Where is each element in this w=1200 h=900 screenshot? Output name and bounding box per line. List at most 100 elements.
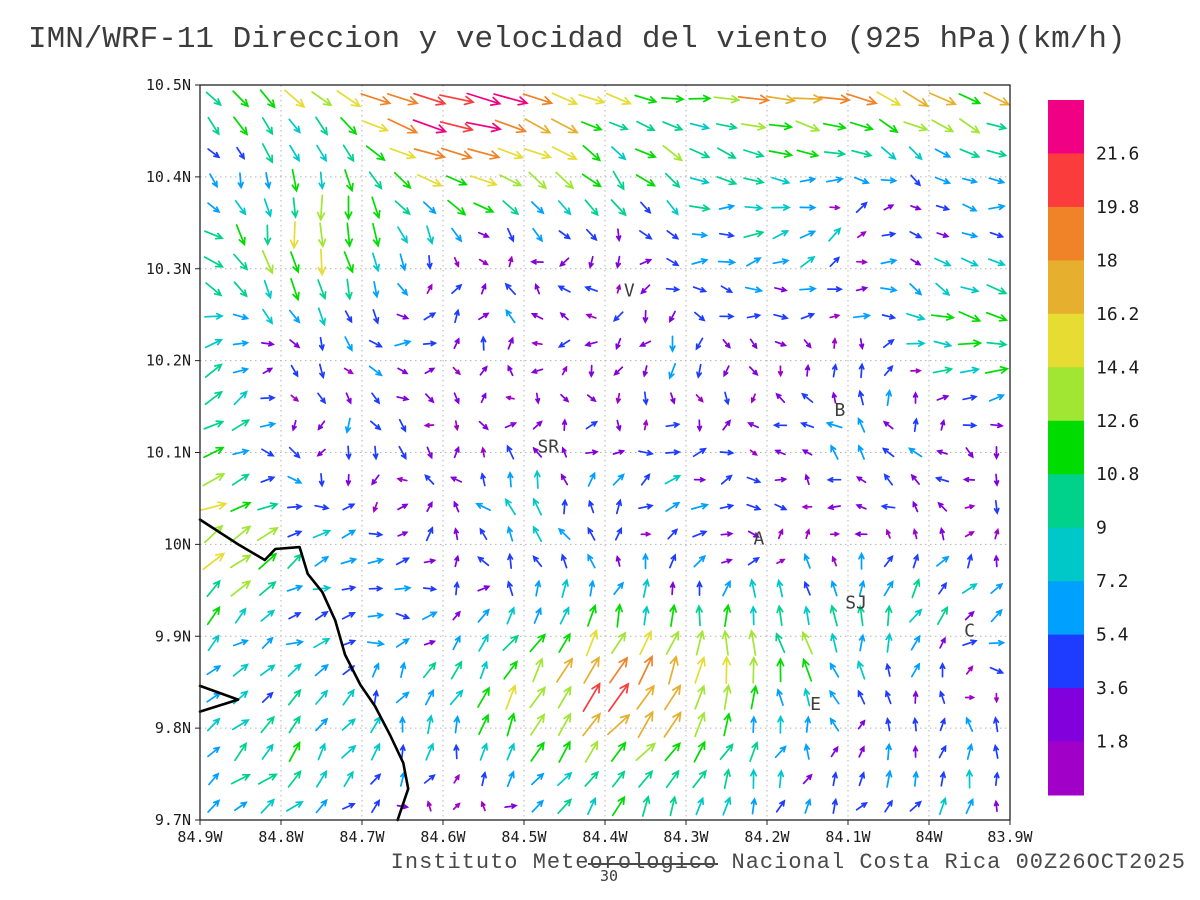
wind-arrow	[522, 93, 554, 106]
wind-arrow	[802, 773, 813, 785]
wind-arrow	[452, 802, 461, 810]
wind-arrow	[397, 226, 408, 244]
colorbar-segment	[1048, 153, 1084, 208]
wind-arrow	[343, 770, 354, 788]
wind-arrow	[801, 630, 813, 655]
wind-arrow	[614, 526, 623, 541]
wind-arrow	[290, 278, 300, 302]
wind-arrow	[316, 144, 327, 163]
wind-arrow	[993, 500, 1000, 515]
wind-arrow	[341, 718, 357, 731]
wind-arrow	[961, 583, 978, 594]
wind-arrow	[962, 639, 978, 647]
wind-arrow	[588, 579, 596, 597]
wind-arrow	[497, 147, 525, 160]
wind-arrow	[423, 774, 436, 784]
wind-arrow	[531, 340, 543, 347]
wind-arrow	[477, 686, 490, 708]
wind-arrow	[718, 203, 736, 211]
wind-arrow	[689, 177, 711, 185]
wind-arrow	[465, 121, 503, 133]
wind-arrow	[502, 634, 520, 652]
wind-arrow	[232, 448, 250, 456]
wind-arrow	[504, 282, 516, 296]
wind-arrow	[423, 312, 437, 321]
wind-arrow	[938, 581, 948, 595]
wind-arrow	[372, 445, 379, 461]
wind-arrow	[638, 770, 654, 788]
coastline-main	[198, 518, 410, 822]
wind-arrow	[638, 340, 652, 347]
wind-arrow	[261, 143, 274, 164]
wind-arrow	[291, 419, 297, 432]
wind-arrow	[202, 552, 226, 571]
wind-arrow	[993, 771, 1000, 787]
chart-title: IMN/WRF-11 Direccion y velocidad del vie…	[28, 22, 1126, 57]
wind-arrow	[551, 92, 579, 106]
wind-arrow	[912, 770, 919, 787]
wind-arrow	[906, 312, 926, 321]
wind-arrow	[424, 474, 435, 485]
wind-arrow	[994, 692, 999, 704]
wind-arrow	[290, 394, 300, 402]
wind-arrow	[454, 308, 460, 324]
wind-arrow	[230, 773, 252, 785]
wind-arrow	[692, 530, 708, 538]
colorbar-tick-label: 16.2	[1096, 304, 1139, 325]
wind-arrow	[445, 175, 468, 186]
wind-arrow	[368, 171, 383, 190]
wind-arrow	[662, 144, 684, 162]
wind-arrow	[910, 634, 921, 651]
wind-arrow	[939, 717, 946, 732]
wind-arrow	[209, 173, 218, 189]
wind-arrow	[452, 366, 461, 376]
wind-arrow	[940, 418, 946, 431]
wind-arrow	[235, 224, 246, 247]
wind-arrow	[827, 504, 841, 511]
wind-arrow	[507, 336, 514, 350]
wind-arrow	[962, 422, 978, 429]
wind-arrow	[743, 230, 765, 239]
wind-arrow	[993, 473, 1000, 487]
wind-arrow	[910, 205, 922, 211]
wind-arrow	[912, 417, 919, 433]
wind-arrow	[233, 116, 249, 136]
wind-arrow	[717, 258, 737, 266]
wind-arrow	[803, 552, 811, 569]
wind-arrow	[287, 663, 302, 677]
wind-arrow	[467, 148, 501, 160]
wind-arrow	[776, 688, 784, 706]
wind-arrow	[585, 449, 599, 456]
wind-arrow	[615, 602, 624, 628]
wind-arrow	[884, 799, 893, 813]
wind-arrow	[317, 279, 327, 301]
wind-arrow	[801, 657, 813, 682]
wind-arrow	[640, 201, 652, 215]
wind-arrow	[560, 393, 570, 403]
wind-arrow	[958, 311, 982, 323]
wind-arrow	[259, 89, 276, 109]
wind-arrow	[960, 286, 980, 294]
wind-arrow	[230, 501, 252, 512]
wind-arrow	[965, 665, 974, 675]
wind-arrow	[664, 742, 681, 762]
wind-arrow	[829, 604, 838, 627]
wind-arrow	[637, 710, 654, 739]
wind-arrow	[993, 554, 1000, 568]
wind-arrow	[775, 632, 786, 654]
wind-arrow	[665, 501, 681, 512]
wind-arrow	[394, 200, 411, 216]
wind-arrow	[827, 286, 844, 293]
wind-arrow	[939, 636, 946, 649]
wind-arrow	[477, 556, 490, 567]
wind-arrow	[799, 204, 817, 211]
wind-arrow	[264, 171, 272, 190]
wind-arrow	[475, 502, 491, 511]
wind-arrow	[558, 740, 571, 763]
wind-arrow	[912, 500, 919, 513]
wind-arrow	[804, 715, 811, 733]
wind-arrow	[669, 580, 676, 596]
wind-arrow	[561, 446, 568, 458]
wind-arrow	[289, 339, 301, 349]
wind-arrow	[772, 422, 788, 429]
